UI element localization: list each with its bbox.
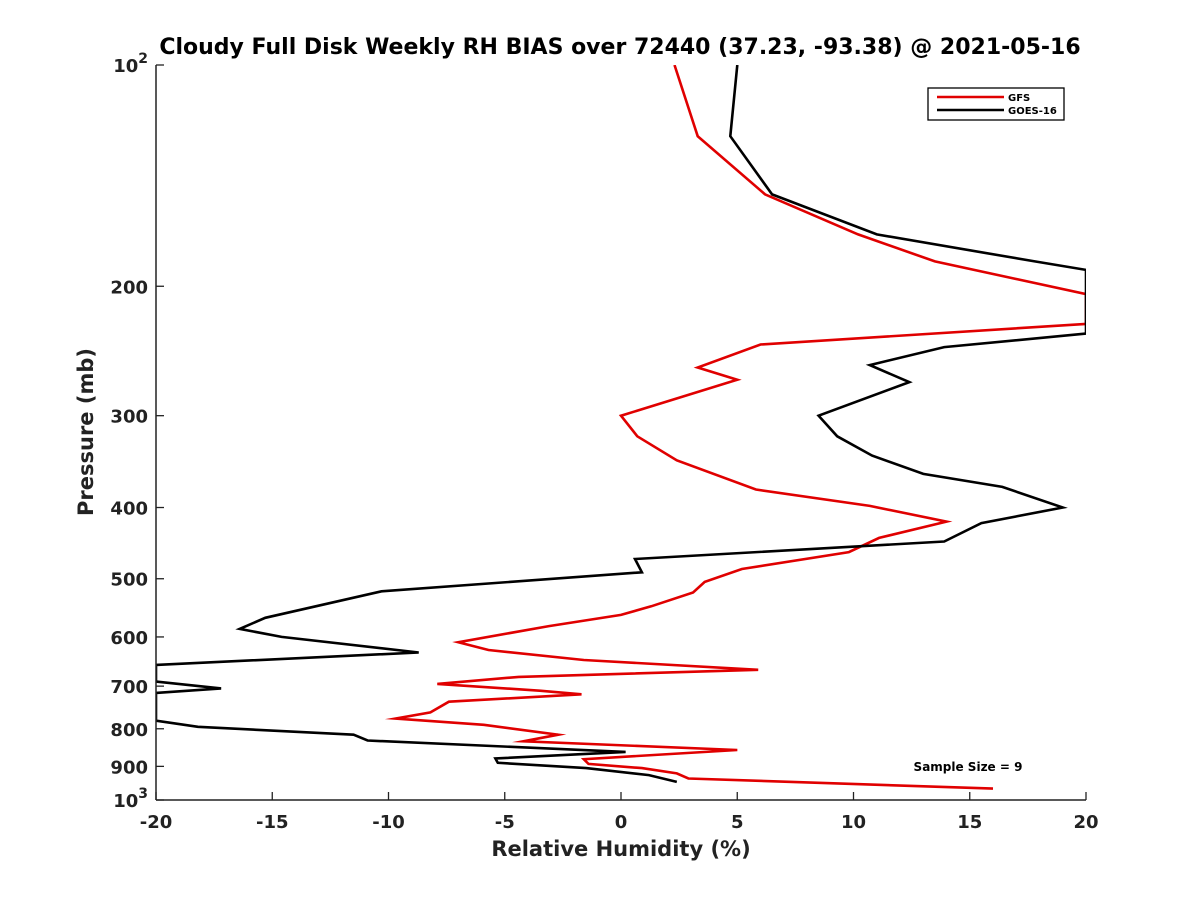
- x-tick-label: -15: [256, 812, 289, 833]
- x-tick-label: 15: [957, 812, 982, 833]
- x-ticks: -20 -15 -10 -5 0 5 10 15 20: [140, 792, 1099, 833]
- y-tick-label: 600: [110, 628, 148, 649]
- y-tick-label: 200: [110, 277, 148, 298]
- y-tick-label: 700: [110, 677, 148, 698]
- x-tick-label: -5: [495, 812, 515, 833]
- series-line-gfs: [384, 65, 1086, 790]
- y-ticks: 102 200 300 400 500 600 700 800 900 103: [110, 51, 164, 812]
- y-tick-label: 103: [113, 786, 148, 812]
- legend-label-gfs: GFS: [1008, 93, 1030, 104]
- x-tick-label: 5: [731, 812, 744, 833]
- legend-label-goes16: GOES-16: [1008, 106, 1057, 117]
- x-tick-label: -10: [372, 812, 405, 833]
- y-tick-label: 102: [113, 51, 148, 77]
- x-axis-label: Relative Humidity (%): [491, 837, 750, 861]
- y-tick-label: 400: [110, 499, 148, 520]
- x-tick-label: 10: [841, 812, 866, 833]
- y-tick-label: 800: [110, 720, 148, 741]
- y-tick-label: 900: [110, 757, 148, 778]
- x-tick-label: -20: [140, 812, 173, 833]
- x-tick-label: 0: [615, 812, 628, 833]
- sample-size-annotation: Sample Size = 9: [914, 760, 1023, 774]
- legend-box: [927, 87, 1065, 121]
- plot-area: -20 -15 -10 -5 0 5 10 15 20 102 200 300 400 500 600 70…: [110, 51, 1098, 833]
- series-line-goes16: [156, 65, 1086, 784]
- legend: GFS GOES-16: [927, 87, 1065, 121]
- chart-title: Cloudy Full Disk Weekly RH BIAS over 724…: [159, 35, 1080, 60]
- y-axis-label: Pressure (mb): [74, 348, 98, 516]
- y-tick-label: 500: [110, 570, 148, 591]
- x-tick-label: 20: [1073, 812, 1098, 833]
- series-layer: [156, 65, 1086, 790]
- y-tick-label: 300: [110, 407, 148, 428]
